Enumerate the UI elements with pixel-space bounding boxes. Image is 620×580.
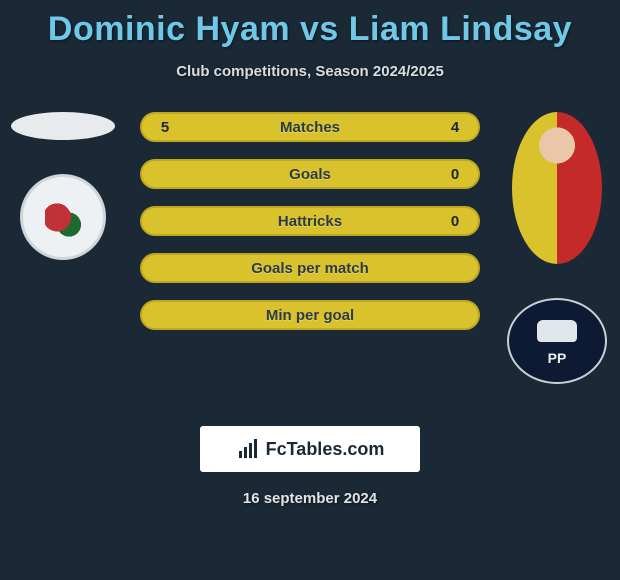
stat-right-value: 0 — [446, 213, 464, 230]
stat-bar-goals-per-match: Goals per match — [140, 253, 480, 283]
stat-label: Matches — [174, 119, 446, 136]
brand-text: FcTables.com — [266, 439, 385, 460]
stat-right-value: 0 — [446, 166, 464, 183]
stat-left-value: 5 — [156, 119, 174, 136]
stat-right-value: 4 — [446, 119, 464, 136]
stat-bar-min-per-goal: Min per goal — [140, 300, 480, 330]
player-left-column — [8, 112, 118, 260]
club-badge-right: PP — [507, 298, 607, 384]
brand-box: FcTables.com — [200, 426, 420, 472]
player-right-column: PP — [502, 112, 612, 384]
stat-bar-goals: Goals 0 — [140, 159, 480, 189]
club-badge-left — [20, 174, 106, 260]
comparison-row: 5 Matches 4 Goals 0 Hattricks 0 Goals pe… — [0, 112, 620, 384]
stat-bar-matches: 5 Matches 4 — [140, 112, 480, 142]
club-badge-right-initials: PP — [548, 350, 567, 366]
stat-label: Min per goal — [174, 307, 446, 324]
date-line: 16 september 2024 — [0, 490, 620, 507]
chart-icon — [236, 437, 260, 461]
subtitle: Club competitions, Season 2024/2025 — [0, 63, 620, 80]
player-right-avatar — [512, 112, 602, 264]
stat-label: Goals — [174, 166, 446, 183]
stats-column: 5 Matches 4 Goals 0 Hattricks 0 Goals pe… — [118, 112, 502, 330]
stat-label: Hattricks — [174, 213, 446, 230]
player-left-avatar — [11, 112, 115, 140]
page-title: Dominic Hyam vs Liam Lindsay — [0, 0, 620, 49]
stat-label: Goals per match — [174, 260, 446, 277]
stat-bar-hattricks: Hattricks 0 — [140, 206, 480, 236]
